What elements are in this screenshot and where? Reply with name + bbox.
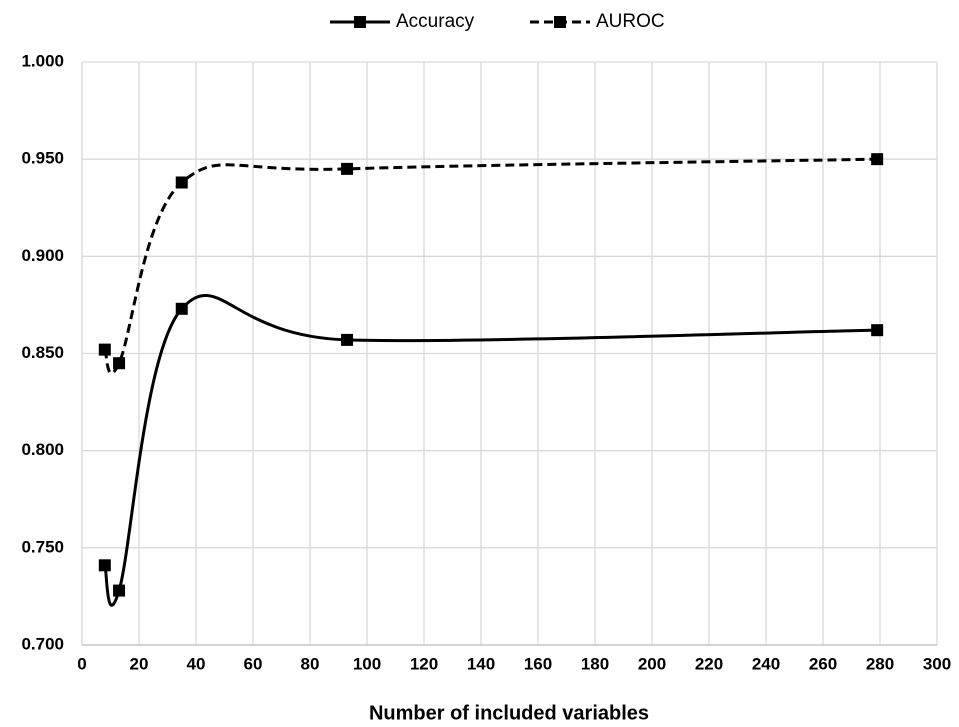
x-tick-label: 120 [410, 654, 438, 673]
y-tick-label: 0.800 [21, 440, 64, 459]
marker [113, 357, 126, 370]
y-tick-label: 0.850 [21, 343, 64, 362]
x-tick-label: 300 [923, 654, 951, 673]
legend-marker [354, 16, 366, 28]
legend-label: Accuracy [396, 11, 475, 32]
legend-marker [554, 16, 566, 28]
x-tick-label: 100 [353, 654, 381, 673]
x-tick-label: 20 [130, 654, 149, 673]
marker [98, 343, 111, 356]
y-tick-label: 1.000 [21, 51, 64, 70]
x-tick-label: 240 [752, 654, 780, 673]
marker [871, 324, 884, 337]
x-tick-label: 200 [638, 654, 666, 673]
x-tick-label: 140 [467, 654, 495, 673]
series-line [103, 157, 878, 375]
marker [871, 153, 884, 166]
y-tick-label: 0.700 [21, 634, 64, 653]
x-tick-label: 260 [809, 654, 837, 673]
marker [175, 302, 188, 315]
x-tick-label: 280 [866, 654, 894, 673]
x-tick-label: 220 [695, 654, 723, 673]
x-axis-title: Number of included variables [369, 702, 649, 724]
y-tick-label: 0.900 [21, 246, 64, 265]
x-tick-label: 0 [77, 654, 86, 673]
marker [341, 333, 354, 346]
x-tick-label: 80 [301, 654, 320, 673]
x-tick-label: 60 [244, 654, 263, 673]
y-tick-label: 0.750 [21, 537, 64, 556]
marker [175, 176, 188, 189]
x-tick-label: 180 [581, 654, 609, 673]
y-tick-label: 0.950 [21, 149, 64, 168]
x-tick-label: 160 [524, 654, 552, 673]
legend-label: AUROC [596, 11, 665, 32]
marker [341, 162, 354, 175]
marker [113, 584, 126, 597]
x-tick-label: 40 [187, 654, 206, 673]
marker [98, 559, 111, 572]
